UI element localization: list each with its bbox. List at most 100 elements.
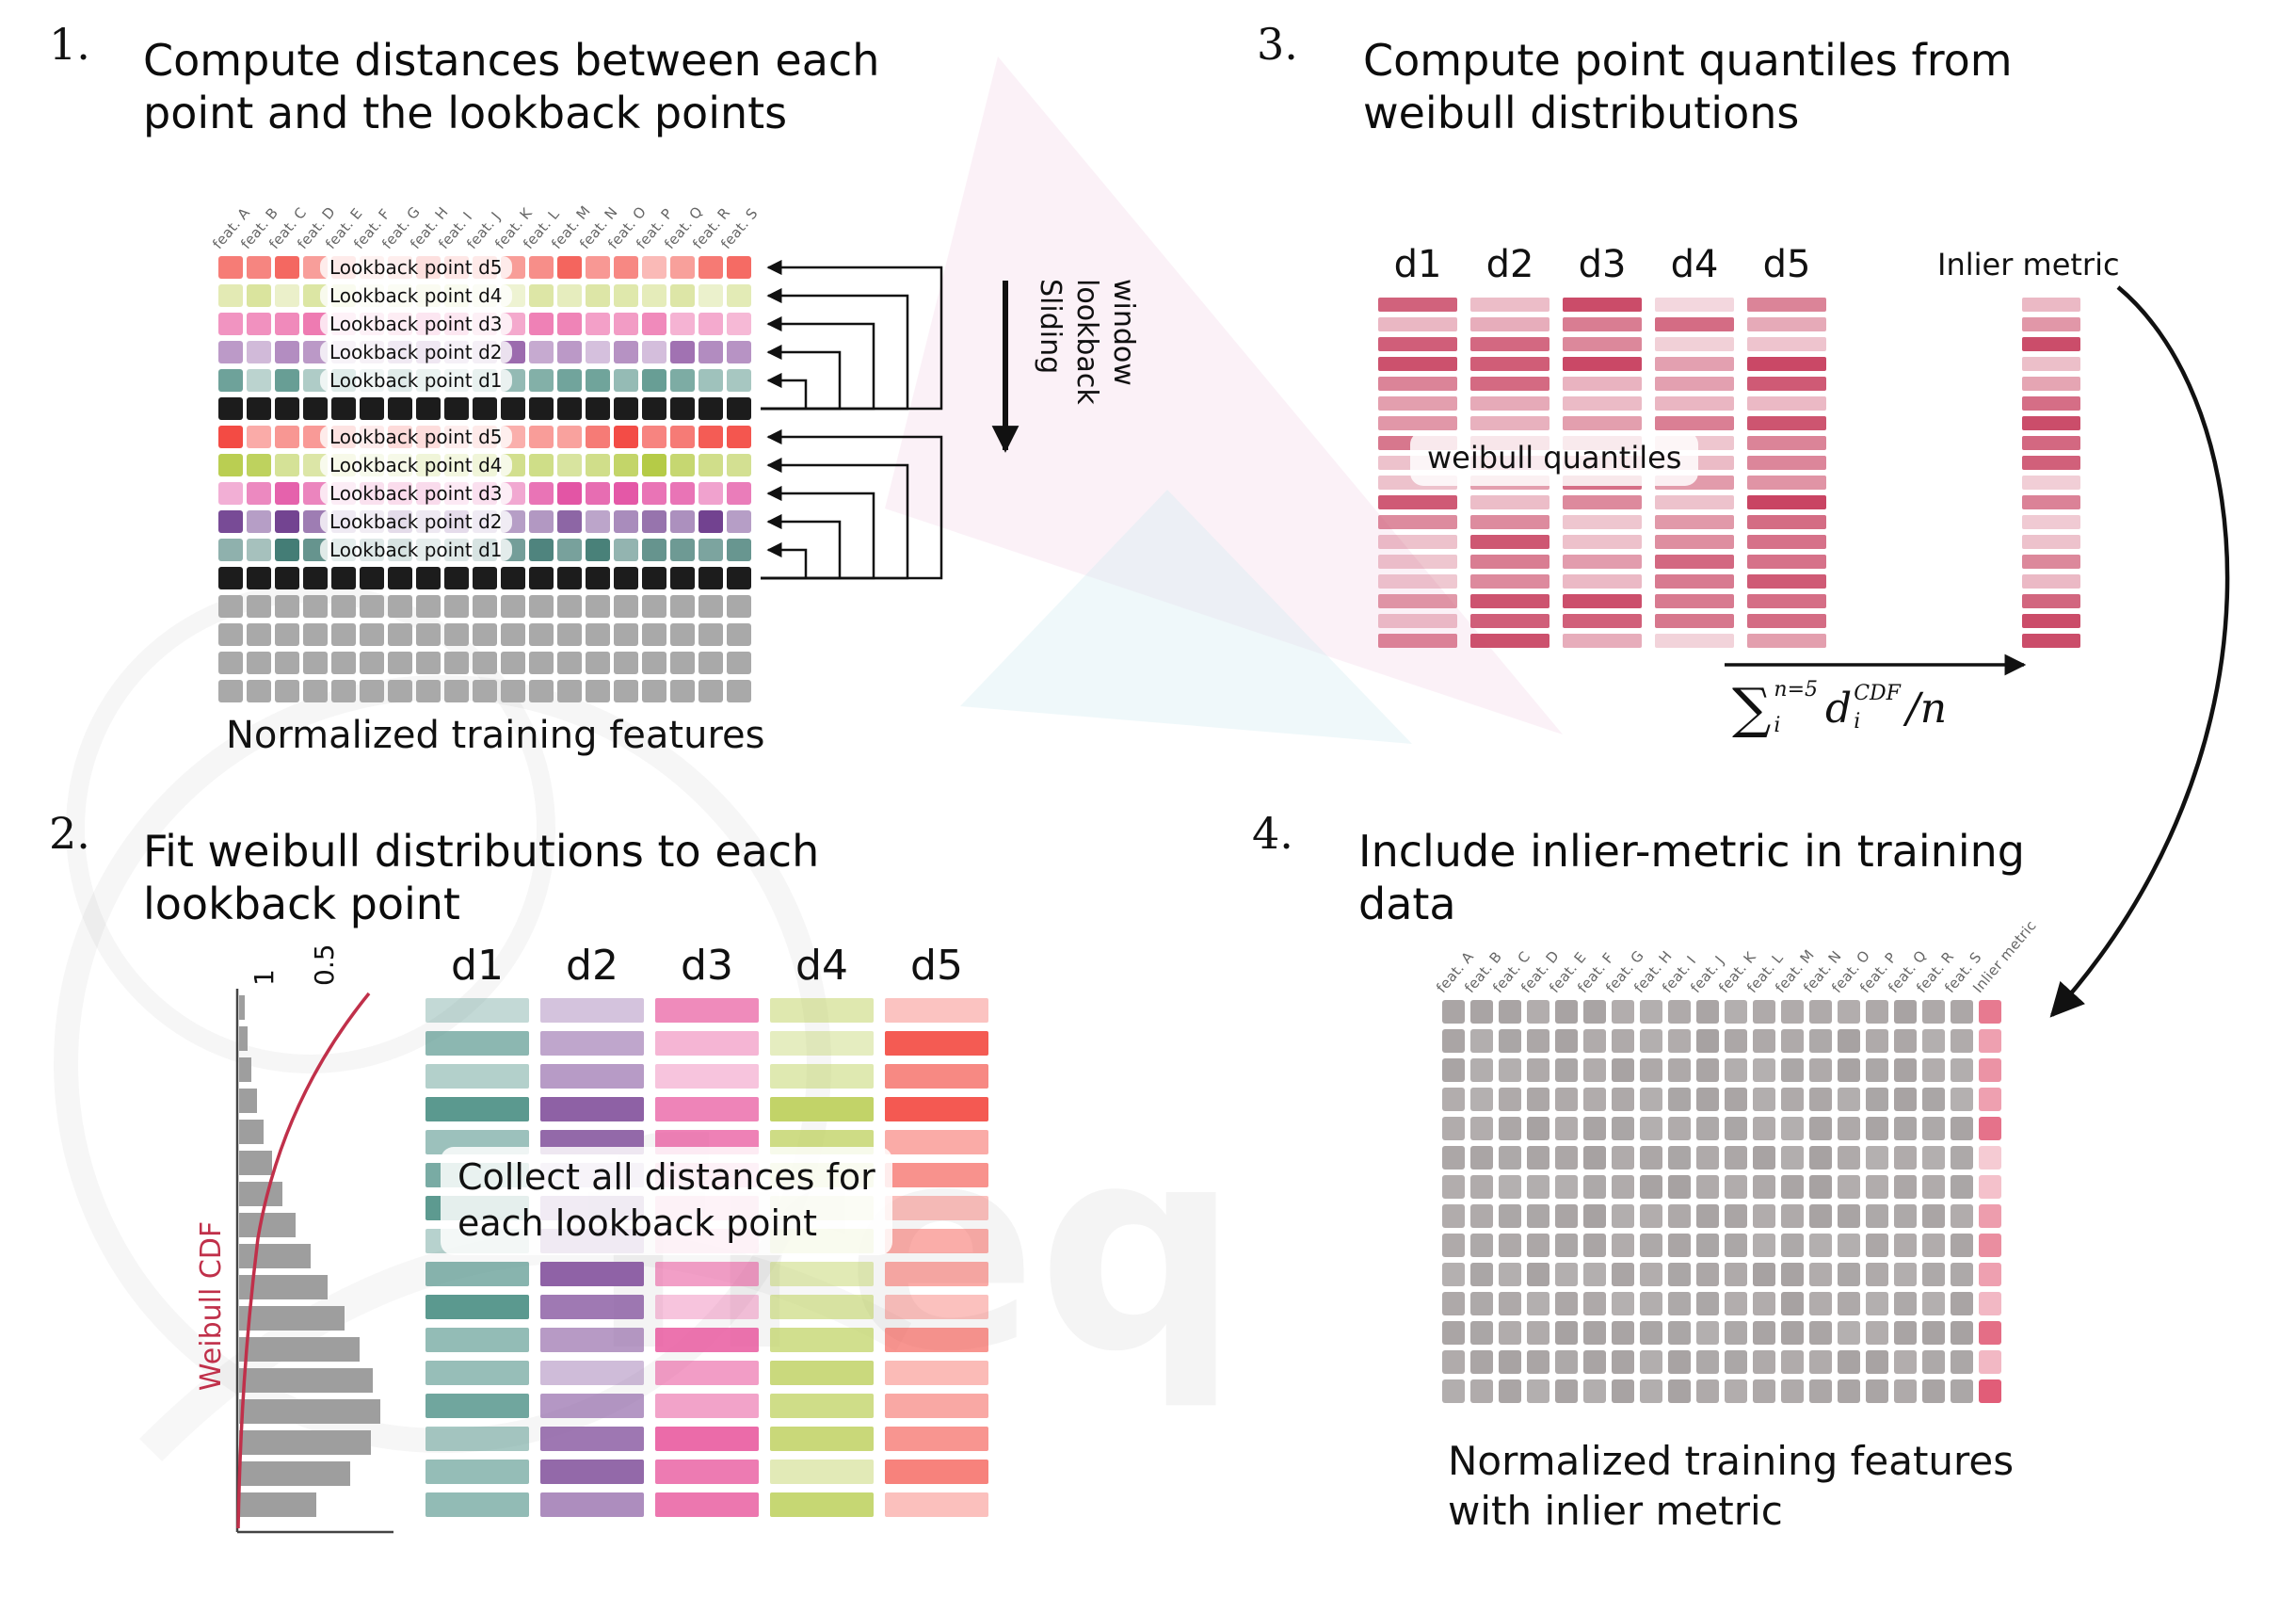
grid-cell [1725,1204,1747,1228]
inlier-bar [2022,555,2080,569]
grid-cell [529,595,554,618]
grid-cell [1470,1146,1493,1170]
quantile-bar [1655,535,1734,549]
grid-cell [1838,1292,1860,1315]
grid-cell [529,454,554,476]
grid-cell [1753,1146,1775,1170]
inlier-cell [1979,1379,2001,1403]
grid-cell [698,426,723,448]
grid-cell [416,595,441,618]
quantile-bar [1378,337,1457,351]
grid-cell [1696,1029,1719,1053]
grid-cell [614,369,638,392]
distance-bar [770,998,874,1023]
grid-cell [1583,1175,1606,1199]
column-label: d1 [1393,243,1442,286]
grid-cell [1951,1379,1973,1403]
quantile-bar [1378,574,1457,589]
grid-cell [642,510,666,533]
grid-cell [1781,1321,1804,1345]
grid-cell [614,426,638,448]
inlier-cell [1979,1000,2001,1024]
histogram-bar [239,1182,282,1206]
grid-cell [1951,1029,1973,1053]
step4-title: Include inlier-metric in training data [1358,826,2025,930]
grid-cell [1781,1058,1804,1082]
grid-cell [473,623,497,646]
quantile-bar [1655,416,1734,430]
quantile-bar [1563,515,1642,529]
grid-cell [1781,1088,1804,1111]
quantile-bar [1563,614,1642,628]
lookback-label: Lookback point d5 [320,426,512,448]
quantile-bar [1747,574,1826,589]
distance-bar [885,1130,988,1154]
grid-cell [698,454,723,476]
grid-cell [1753,1379,1775,1403]
grid-cell [1753,1117,1775,1140]
training-features-grid: Lookback point d5 Lookback point d4 Lookba… [218,256,755,708]
grid-cell [1470,1000,1493,1024]
grid-cell [247,680,271,702]
grid-cell [247,284,271,307]
grid-cell [586,313,610,335]
weibull-cdf-chart: 1 0.5 Weibull CDF [195,944,393,1534]
distance-bar [655,1460,759,1484]
grid-cell [1612,1379,1634,1403]
grid-cell [1470,1204,1493,1228]
grid-cell [1866,1379,1888,1403]
grid-cell [586,284,610,307]
grid-cell [360,652,384,674]
quantile-bar [1563,574,1642,589]
bracket-arrow-d5 [761,259,943,411]
grid-cell [1442,1263,1465,1286]
bracket-arrow-d2 [761,513,842,580]
grid-cell [727,256,751,279]
grid-cell [218,595,243,618]
grid-cell [1781,1175,1804,1199]
quantile-bar [1655,515,1734,529]
grid-cell [218,256,243,279]
quantile-bar [1378,614,1457,628]
distance-bar [655,1492,759,1517]
grid-cell [1640,1175,1662,1199]
grid-cell [1442,1000,1465,1024]
grid-cell [698,652,723,674]
grid-cell [1696,1292,1719,1315]
grid-cell [1612,1146,1634,1170]
grid-cell [727,426,751,448]
step2-number: 2. [49,808,90,859]
grid-cell [247,623,271,646]
grid-cell [557,680,582,702]
distance-bar [655,1097,759,1121]
grid-cell [1499,1204,1521,1228]
grid-cell [1668,1029,1691,1053]
grid-cell [1753,1000,1775,1024]
grid-cell [670,284,695,307]
grid-cell [1499,1321,1521,1345]
grid-cell [501,567,525,589]
grid-cell [218,567,243,589]
grid-cell [1583,1321,1606,1345]
grid-cell [1442,1146,1465,1170]
distance-bar [425,1492,529,1517]
grid-cell [275,595,299,618]
distance-bar [770,1262,874,1286]
grid-cell [1442,1292,1465,1315]
inlier-bar [2022,614,2080,628]
grid-cell [586,623,610,646]
quantile-bar [1470,298,1549,312]
grid-cell [1781,1350,1804,1374]
grid-cell [727,313,751,335]
grid-cell [218,652,243,674]
grid-cell [1809,1263,1832,1286]
grid-cell [1555,1350,1578,1374]
grid-cell [698,567,723,589]
grid-cell [1838,1175,1860,1199]
grid-cell [247,539,271,561]
grid-cell [473,680,497,702]
grid-cell [1499,1088,1521,1111]
grid-cell [1838,1088,1860,1111]
grid-cell [1555,1292,1578,1315]
bracket-arrow-d3 [761,315,875,411]
